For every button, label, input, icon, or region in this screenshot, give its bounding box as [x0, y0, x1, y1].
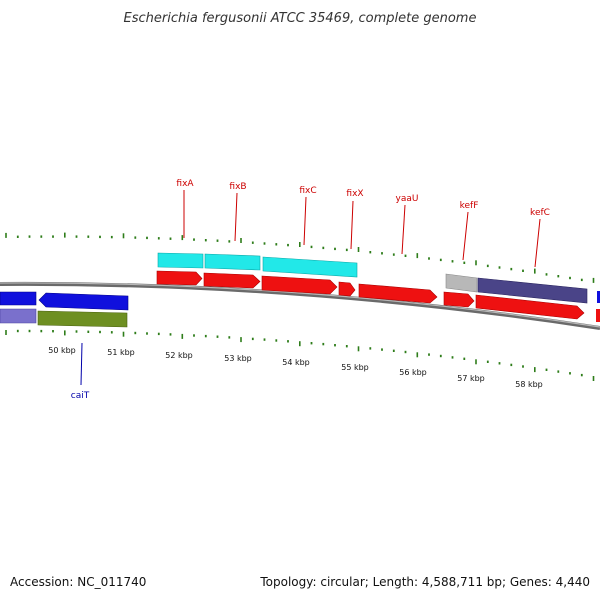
accession-text: Accession: NC_011740: [10, 575, 146, 589]
feature-track-lower: [0, 291, 129, 328]
feature-track-upper: [157, 252, 600, 304]
gene-labels: fixA fixB fixC fixX yaaU kefF kefC caiT: [71, 179, 550, 401]
cds-track: [156, 270, 600, 322]
gene-label-fixX: fixX: [346, 189, 363, 199]
gene-bar-blue-left: [0, 291, 37, 306]
gene-bar-fixC-upper: [262, 256, 358, 278]
cds-arrow-fixA: [156, 270, 203, 286]
cds-arrow-edge: [596, 309, 600, 322]
cds-arrow-fixX: [338, 281, 356, 297]
genome-backbone: [0, 281, 600, 330]
gene-bar-kefF-upper: [445, 273, 478, 293]
gene-bar-caiT-lower: [37, 310, 128, 328]
gene-bar-lavender-left: [0, 308, 37, 324]
cds-arrow-fixC: [261, 275, 338, 295]
cds-arrow-caiT: [38, 292, 129, 311]
gene-bar-kefC-upper: [477, 277, 588, 304]
map-title: Escherichia fergusonii ATCC 35469, compl…: [124, 11, 477, 26]
gene-label-fixA: fixA: [176, 179, 194, 189]
scale-label: 52 kbp: [165, 351, 193, 360]
cds-arrow-kefC: [475, 294, 585, 320]
scale-labels: 50 kbp 51 kbp 52 kbp 53 kbp 54 kbp 55 kb…: [48, 346, 543, 389]
gene-label-caiT: caiT: [71, 391, 90, 401]
outer-tick-marks: [5, 232, 595, 283]
scale-label: 57 kbp: [457, 374, 485, 383]
gene-label-fixB: fixB: [229, 182, 246, 192]
gene-label-fixC: fixC: [299, 186, 316, 196]
gene-label-kefF: kefF: [460, 201, 479, 211]
scale-label: 58 kbp: [515, 380, 543, 389]
scale-label: 55 kbp: [341, 363, 369, 372]
gene-bar-fixB-upper: [204, 253, 261, 271]
scale-label: 56 kbp: [399, 368, 427, 377]
gene-label-yaaU: yaaU: [396, 194, 419, 204]
gene-label-kefC: kefC: [530, 208, 550, 218]
inner-tick-marks: [5, 329, 595, 381]
scale-label: 53 kbp: [224, 354, 252, 363]
scale-label: 51 kbp: [107, 348, 135, 357]
scale-label: 54 kbp: [282, 358, 310, 367]
gene-bar-edge-upper: [597, 291, 600, 303]
genome-summary-text: Topology: circular; Length: 4,588,711 bp…: [259, 575, 590, 589]
cds-arrow-fixB: [203, 272, 261, 289]
cds-arrow-kefF: [443, 291, 475, 308]
gene-bar-fixA-upper: [157, 252, 204, 269]
cds-arrow-yaaU: [358, 283, 438, 304]
scale-label: 50 kbp: [48, 346, 76, 355]
